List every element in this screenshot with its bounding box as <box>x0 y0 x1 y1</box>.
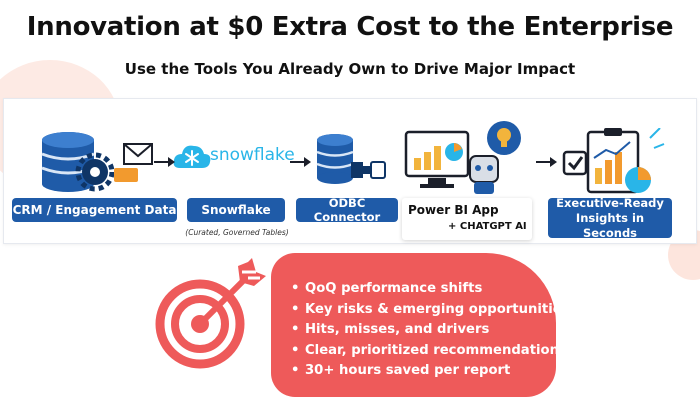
benefit-item: Hits, misses, and drivers <box>291 320 556 341</box>
benefit-item: 30+ hours saved per report <box>291 361 556 382</box>
database-icon <box>41 132 95 192</box>
arrow-right-icon <box>536 157 557 167</box>
gear-icon <box>75 152 115 192</box>
page-title: Innovation at $0 Extra Cost to the Enter… <box>26 12 674 42</box>
benefit-item: Key risks & emerging opportunities <box>291 300 570 321</box>
benefit-item: Clear, prioritized recommendations <box>291 341 567 362</box>
exec-line-1: Executive-Ready <box>556 195 664 210</box>
orange-block <box>114 168 138 182</box>
envelope-icon <box>123 143 153 165</box>
lightbulb-icon <box>487 121 521 155</box>
odbc-connector-label: ODBC Connector <box>296 196 398 224</box>
crm-data-label: CRM / Engagement Data <box>12 198 177 222</box>
database-gear-icon <box>41 132 153 192</box>
chatgpt-label: + CHATGPT AI <box>448 221 527 232</box>
powerbi-card: Power BI App + CHATGPT AI <box>402 198 532 240</box>
benefits-list: QoQ performance shifts Key risks & emerg… <box>271 253 570 382</box>
snowflake-logo-text: snowflake <box>210 145 295 165</box>
executive-insights-label: Executive-Ready Insights in Seconds <box>548 195 672 240</box>
page-subtitle: Use the Tools You Already Own to Drive M… <box>124 60 576 78</box>
powerbi-label: Power BI App <box>408 203 499 217</box>
snowflake-label: Snowflake <box>187 198 285 222</box>
snowflake-note: (Curated, Governed Tables) <box>185 228 289 237</box>
report-chart-icon <box>562 128 665 194</box>
target-arrow-icon <box>155 258 266 369</box>
exec-line-2: Insights in Seconds <box>575 210 645 240</box>
benefits-panel: QoQ performance shifts Key risks & emerg… <box>271 253 570 397</box>
benefit-item: QoQ performance shifts <box>291 279 556 300</box>
snowflake-cloud-icon <box>173 145 211 168</box>
arrow-right-icon <box>154 157 175 167</box>
dashboard-robot-icon <box>404 130 499 194</box>
arrow-right-icon <box>290 157 311 167</box>
database-plug-icon <box>316 134 386 184</box>
